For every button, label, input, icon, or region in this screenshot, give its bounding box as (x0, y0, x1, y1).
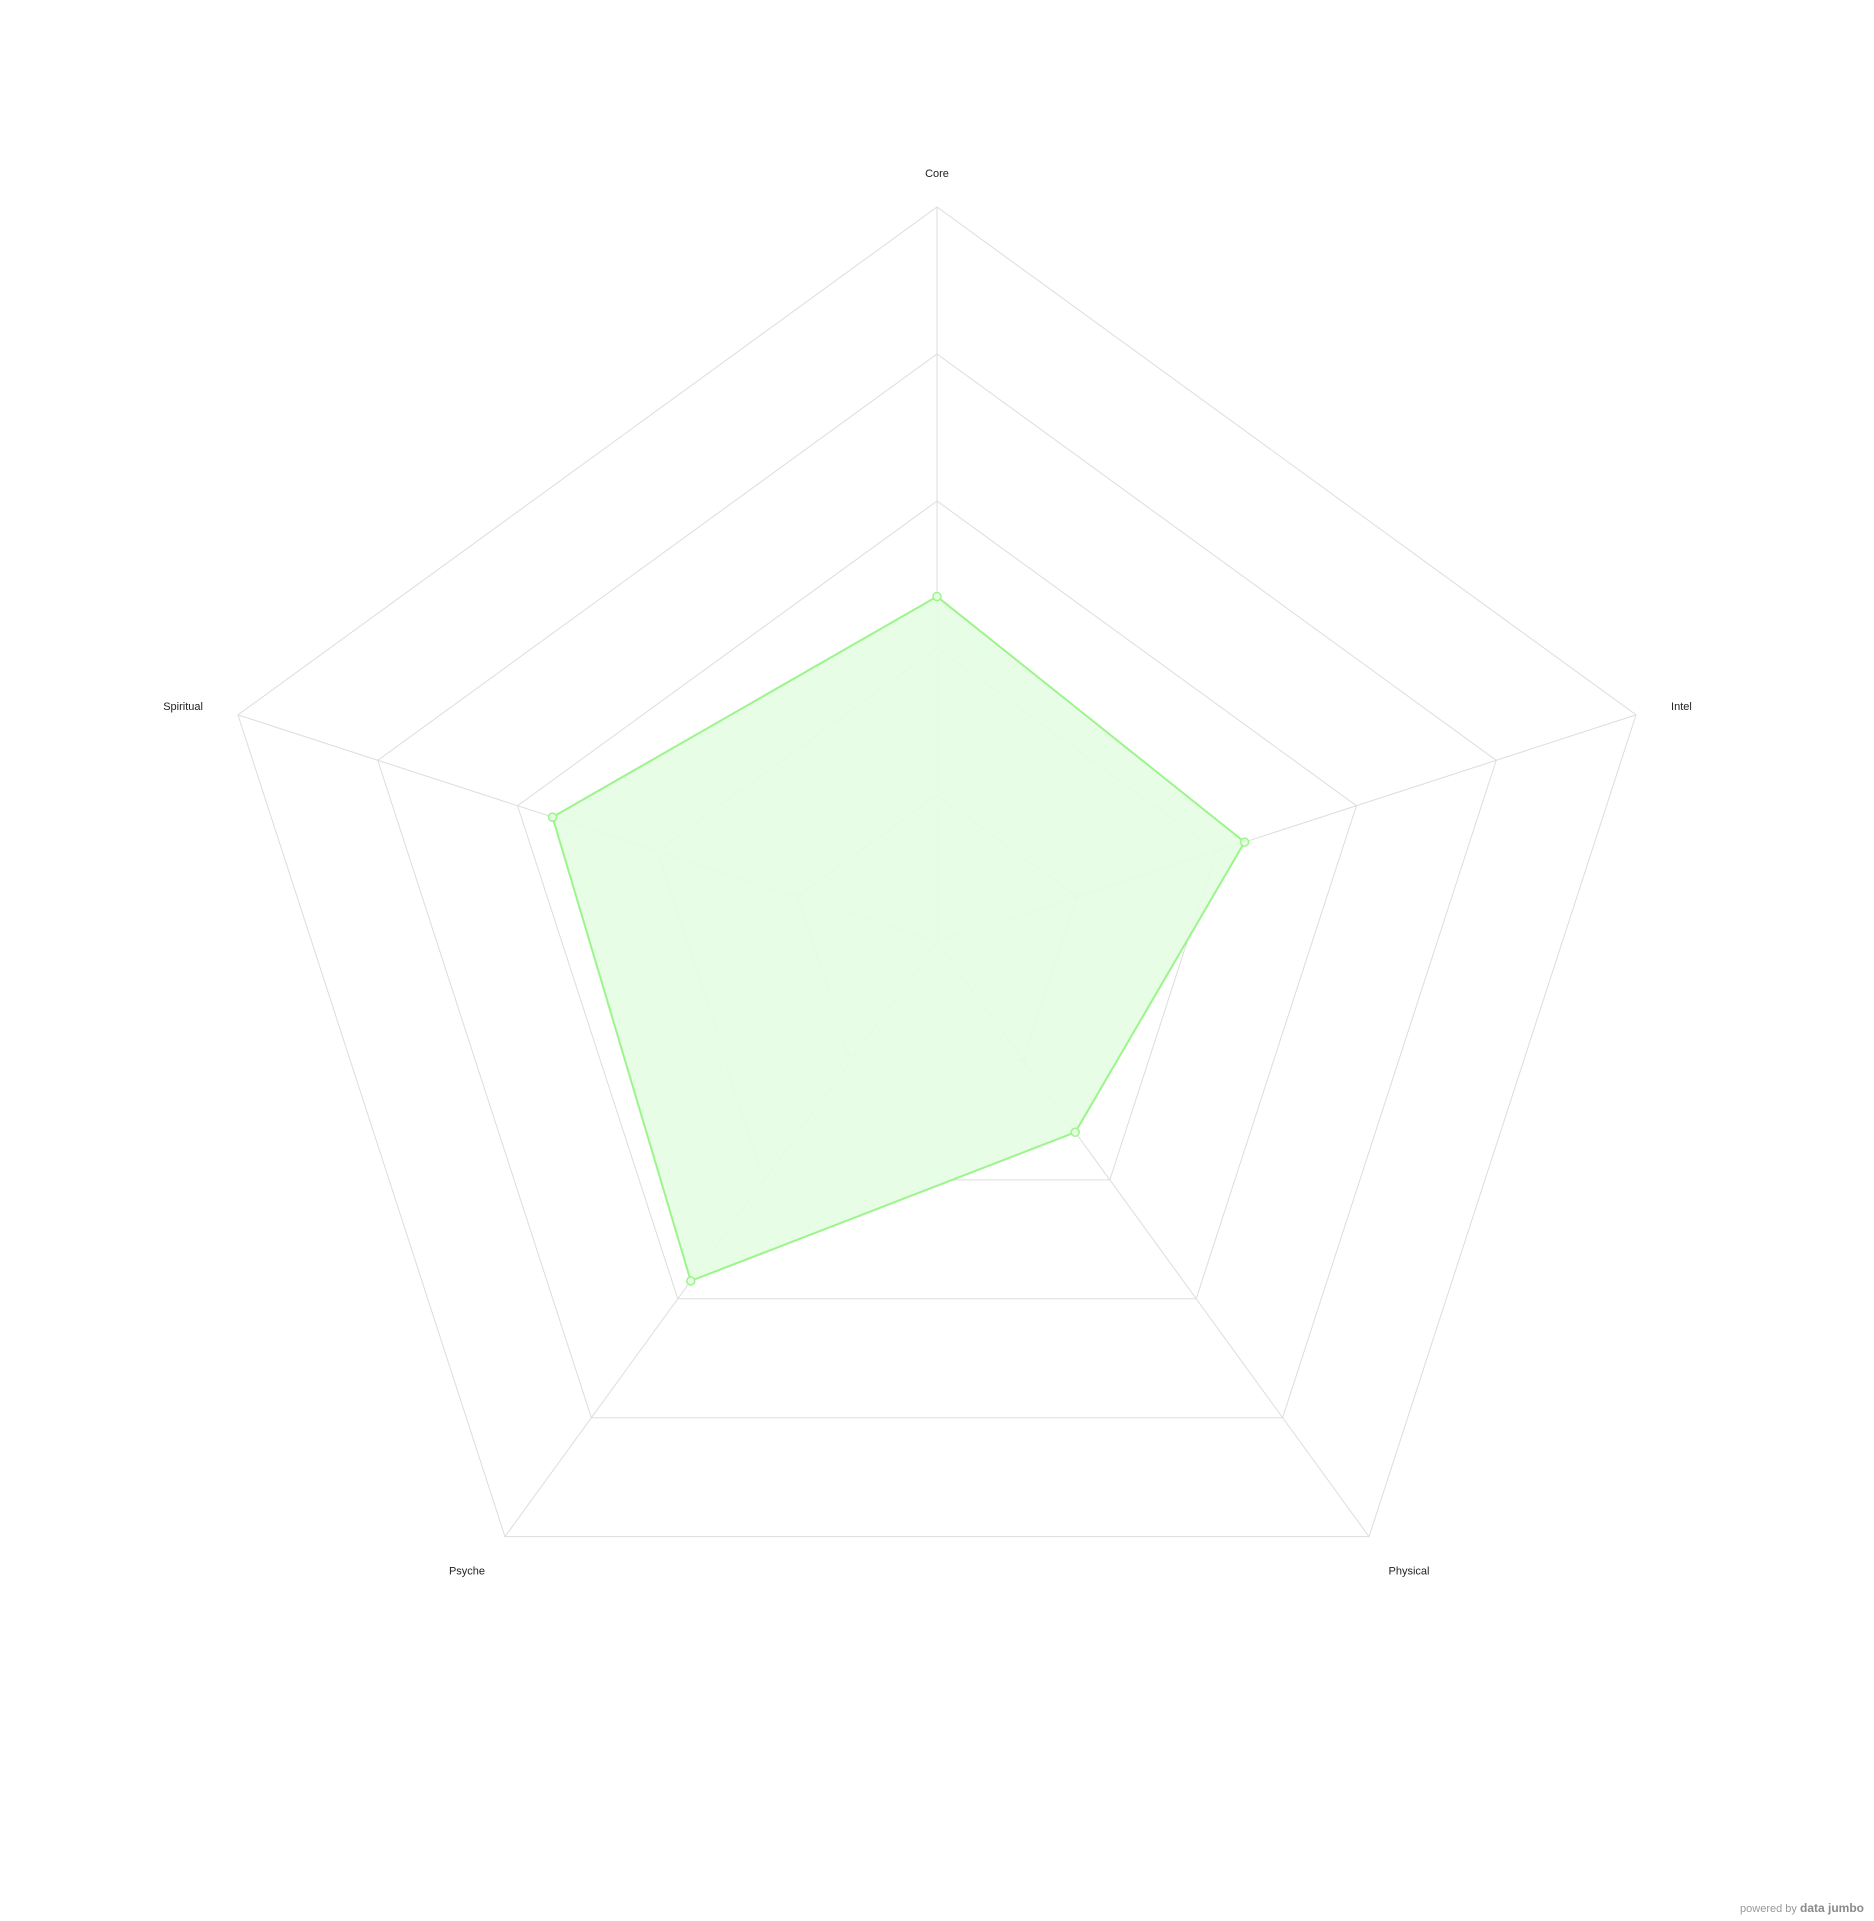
axis-label-intel: Intel (1671, 701, 1692, 713)
axis-label-physical: Physical (1389, 1566, 1430, 1578)
label-layer: Core Intel Physical Psyche Spiritual (163, 168, 1692, 1578)
axis-label-psyche: Psyche (449, 1566, 485, 1578)
grid-ring-4 (377, 353, 1497, 1419)
series-area-0 (551, 595, 1246, 1283)
data-point-spiritual[interactable] (547, 812, 558, 822)
axis-label-spiritual: Spiritual (163, 701, 203, 713)
grid-ring-5 (237, 206, 1637, 1538)
data-point-psyche[interactable] (685, 1276, 696, 1286)
grid-ring-3 (516, 500, 1358, 1300)
data-point-intel[interactable] (1239, 837, 1250, 847)
data-jumbo-logo: data jumbo (1799, 1901, 1864, 1915)
data-point-core[interactable] (932, 591, 942, 602)
series-layer (547, 591, 1250, 1286)
axis-label-core: Core (925, 168, 949, 180)
data-point-physical[interactable] (1070, 1127, 1080, 1138)
powered-by-footer[interactable]: powered by data jumbo (1740, 1901, 1864, 1915)
powered-by-text: powered by (1740, 1903, 1797, 1915)
